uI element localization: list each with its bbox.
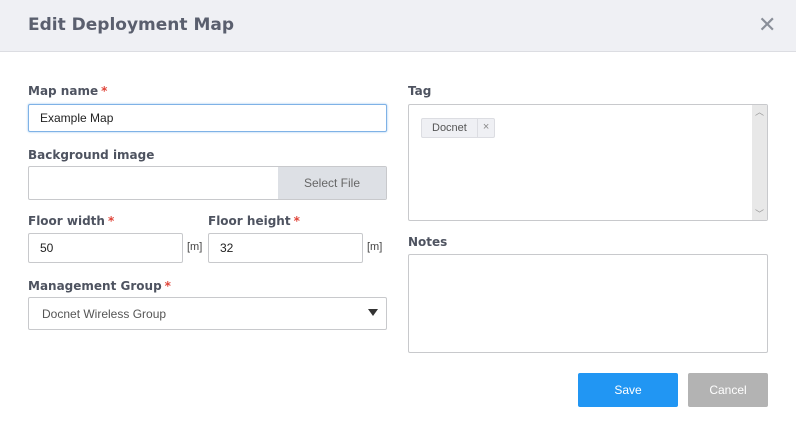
dialog-title: Edit Deployment Map bbox=[28, 15, 235, 35]
map-name-label: Map name * bbox=[28, 84, 107, 98]
cancel-button[interactable]: Cancel bbox=[688, 373, 768, 407]
selected-value: Docnet Wireless Group bbox=[42, 306, 167, 321]
floor-height-label: Floor height * bbox=[208, 214, 300, 228]
required-marker: * bbox=[293, 214, 300, 228]
label-text: Floor height bbox=[208, 214, 291, 228]
select-file-button[interactable]: Select File bbox=[278, 167, 386, 199]
label-text: Floor width bbox=[28, 214, 105, 228]
notes-label: Notes bbox=[408, 235, 448, 249]
management-group-label: Management Group * bbox=[28, 279, 171, 293]
required-marker: * bbox=[101, 84, 108, 98]
scroll-down-icon[interactable]: ﹀ bbox=[755, 210, 765, 220]
tag-scrollbar[interactable]: ︿ ﹀ bbox=[752, 105, 767, 220]
floor-width-label: Floor width * bbox=[28, 214, 114, 228]
dialog-header bbox=[0, 0, 796, 52]
scroll-up-icon[interactable]: ︿ bbox=[755, 108, 765, 118]
tag-chip: Docnet × bbox=[421, 118, 496, 138]
tag-remove-icon[interactable]: × bbox=[476, 119, 494, 137]
label-text: Management Group bbox=[28, 279, 162, 293]
map-name-input[interactable]: Example Map bbox=[28, 104, 387, 132]
floor-height-input[interactable]: 32 bbox=[208, 233, 363, 263]
save-button[interactable]: Save bbox=[578, 373, 678, 407]
management-group-select[interactable]: Docnet Wireless Group bbox=[28, 297, 387, 330]
required-marker: * bbox=[164, 279, 171, 293]
floor-width-unit: [m] bbox=[187, 241, 203, 253]
dropdown-arrow-icon[interactable] bbox=[368, 309, 378, 316]
close-icon[interactable]: ✕ bbox=[758, 13, 777, 38]
label-text: Map name bbox=[28, 84, 99, 98]
required-marker: * bbox=[107, 214, 115, 228]
tag-label: Tag bbox=[408, 84, 432, 98]
background-image-label: Background image bbox=[28, 148, 155, 162]
floor-width-input[interactable]: 50 bbox=[28, 233, 183, 263]
floor-height-unit: [m] bbox=[367, 241, 383, 253]
notes-textarea[interactable] bbox=[408, 254, 768, 353]
tag-chip-label: Docnet bbox=[432, 122, 467, 134]
